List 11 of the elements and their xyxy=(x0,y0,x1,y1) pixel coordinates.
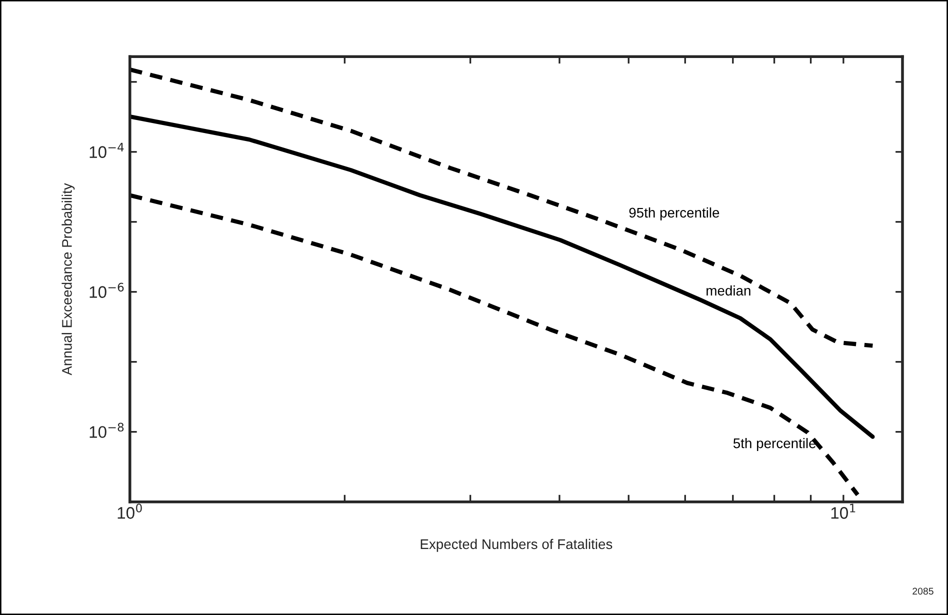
y-tick-label: 10$^{−8}$ xyxy=(90,422,124,438)
y-tick-label: 10$^{−4}$ xyxy=(90,142,124,158)
series-label: 5th percentile xyxy=(733,438,816,451)
x-tick-label: 10$^{0}$ xyxy=(118,504,142,519)
x-axis-title: Expected Numbers of Fatalities xyxy=(420,538,612,552)
text: 2085 xyxy=(912,588,934,595)
x-tick-label: 10$^{1}$ xyxy=(831,504,856,519)
series-label: 95th percentile xyxy=(629,207,720,220)
series-label: median xyxy=(706,285,750,296)
y-tick-label: 10$^{−6}$ xyxy=(90,282,124,298)
y-axis-title: Annual Exceedance Probability xyxy=(62,183,75,376)
